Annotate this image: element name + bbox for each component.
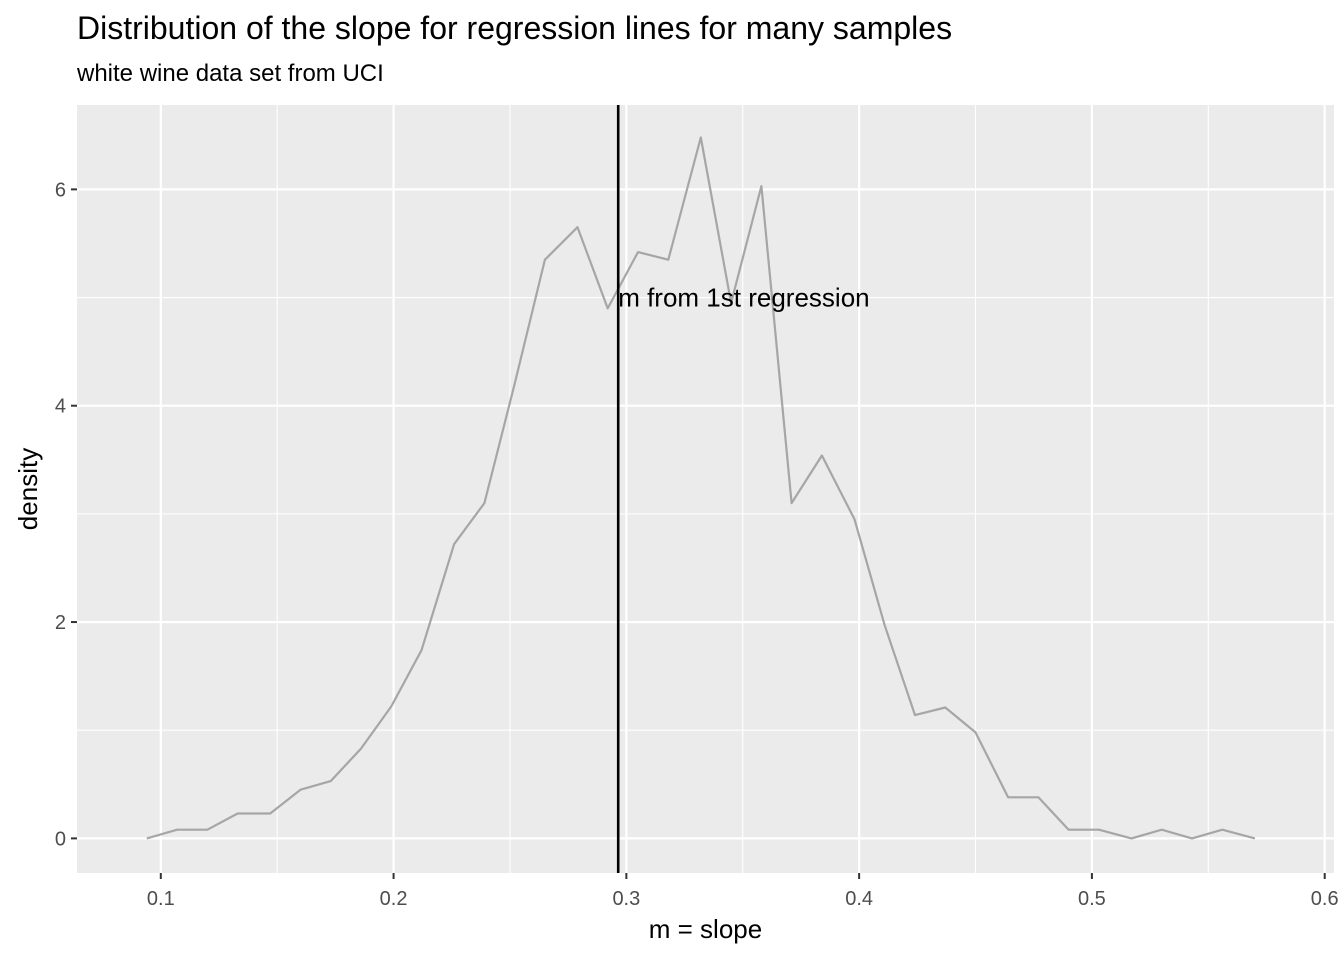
major-grid <box>77 105 1334 873</box>
x-tick-label: 0.4 <box>845 888 873 910</box>
x-tick-label: 0.6 <box>1311 888 1339 910</box>
minor-grid <box>77 105 1334 873</box>
x-tick-label: 0.2 <box>380 888 408 910</box>
chart-title: Distribution of the slope for regression… <box>77 10 953 46</box>
series-layer <box>146 136 1256 840</box>
y-tick-label: 6 <box>55 179 66 201</box>
y-tick-label: 0 <box>55 828 66 850</box>
plot-panel <box>77 105 1334 873</box>
annotation-layer: m from 1st regression <box>618 283 869 313</box>
y-tick-label: 4 <box>55 396 66 418</box>
x-axis-title: m = slope <box>649 914 762 944</box>
y-axis-title: density <box>13 448 43 530</box>
x-axis: 0.1 0.2 0.3 0.4 0.5 0.6 <box>147 873 1339 910</box>
x-tick-label: 0.1 <box>147 888 175 910</box>
density-line <box>146 136 1256 840</box>
chart-subtitle: white wine data set from UCI <box>77 60 384 87</box>
x-tick-label: 0.5 <box>1078 888 1106 910</box>
x-tick-label: 0.3 <box>612 888 640 910</box>
annotation-label: m from 1st regression <box>618 283 869 313</box>
y-tick-label: 2 <box>55 612 66 634</box>
y-axis: 0 2 4 6 <box>55 179 77 850</box>
